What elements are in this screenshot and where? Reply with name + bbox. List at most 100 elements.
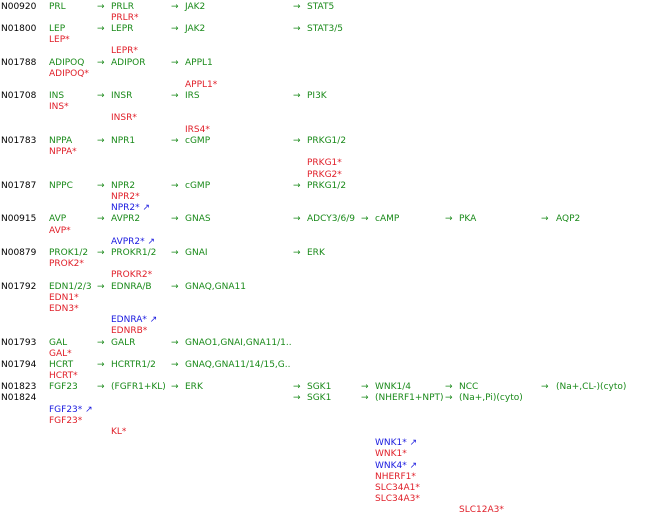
gene-note: AVP* xyxy=(49,226,71,236)
arrow-icon: → xyxy=(293,136,301,146)
arrow-icon: → xyxy=(97,181,105,191)
pathway-node: PKA xyxy=(459,214,477,224)
pathway-node: STAT5 xyxy=(307,2,335,12)
pathway-node: NPR2 xyxy=(111,181,136,191)
gene-note: LEPR* xyxy=(111,46,138,56)
pathway-node: PRL xyxy=(49,2,66,12)
gene-note: PROK2* xyxy=(49,259,84,269)
arrow-icon: → xyxy=(171,91,179,101)
arrow-icon: → xyxy=(293,91,301,101)
pathway-node: NPPA xyxy=(49,136,73,146)
arrow-icon: → xyxy=(171,214,179,224)
pathway-node: GALR xyxy=(111,338,136,348)
gene-note: WNK1* ↗ xyxy=(375,438,418,448)
pathway-node: GNAO1,GNAI,GNA11/1.. xyxy=(185,338,292,348)
arrow-icon: → xyxy=(97,91,105,101)
arrow-icon: → xyxy=(293,181,301,191)
pathway-id: N01708 xyxy=(1,91,37,101)
arrow-icon: → xyxy=(171,248,179,258)
pathway-node: EDN1/2/3 xyxy=(49,282,92,292)
pathway-node: AVP xyxy=(49,214,67,224)
arrow-icon: → xyxy=(171,338,179,348)
arrow-icon: → xyxy=(445,214,453,224)
arrow-icon: → xyxy=(293,2,301,12)
pathway-node: GNAS xyxy=(185,214,211,224)
gene-note: FGF23* ↗ xyxy=(49,405,93,415)
gene-note: SLC34A1* xyxy=(375,483,420,493)
pathway-node: (Na+,Pi)(cyto) xyxy=(459,393,523,403)
gene-note: KL* xyxy=(111,427,127,437)
arrow-icon: → xyxy=(361,214,369,224)
gene-note: EDN1* xyxy=(49,293,79,303)
arrow-icon: → xyxy=(171,58,179,68)
gene-note: EDNRB* xyxy=(111,326,148,336)
gene-note: SLC12A3* xyxy=(459,505,504,515)
pathway-id: N01824 xyxy=(1,393,37,403)
arrow-icon: → xyxy=(97,136,105,146)
pathway-node: HCRTR1/2 xyxy=(111,360,156,370)
arrow-icon: → xyxy=(171,282,179,292)
pathway-node: PRKG1/2 xyxy=(307,136,347,146)
gene-note: PRKG2* xyxy=(307,170,342,180)
pathway-node: ERK xyxy=(307,248,325,258)
pathway-id: N00879 xyxy=(1,248,37,258)
gene-note: FGF23* xyxy=(49,416,83,426)
pathway-id: N01823 xyxy=(1,382,37,392)
arrow-icon: → xyxy=(97,58,105,68)
arrow-icon: → xyxy=(171,136,179,146)
pathway-node: AVPR2 xyxy=(111,214,141,224)
arrow-icon: → xyxy=(293,214,301,224)
gene-note: SLC34A3* xyxy=(375,494,420,504)
gene-note: APPL1* xyxy=(185,80,218,90)
pathway-node: FGF23 xyxy=(49,382,78,392)
gene-note: PRKG1* xyxy=(307,158,342,168)
pathway-node: GNAQ,GNA11 xyxy=(185,282,246,292)
pathway-id: N01793 xyxy=(1,338,37,348)
arrow-icon: → xyxy=(361,382,369,392)
arrow-icon: → xyxy=(445,382,453,392)
pathway-node: SGK1 xyxy=(307,393,332,403)
pathway-id: N01794 xyxy=(1,360,37,370)
pathway-id: N01783 xyxy=(1,136,37,146)
gene-note: ADIPOQ* xyxy=(49,69,89,79)
gene-note: EDNRA* ↗ xyxy=(111,315,158,325)
pathway-node: STAT3/5 xyxy=(307,24,343,34)
pathway-id: N00920 xyxy=(1,2,37,12)
gene-note: WNK1* xyxy=(375,449,407,459)
pathway-node: WNK1/4 xyxy=(375,382,412,392)
gene-note: IRS4* xyxy=(185,125,210,135)
arrow-icon: → xyxy=(171,360,179,370)
pathway-id: N00915 xyxy=(1,214,37,224)
pathway-node: APPL1 xyxy=(185,58,213,68)
pathway-node: IRS xyxy=(185,91,200,101)
pathway-node: LEP xyxy=(49,24,66,34)
pathway-node: (Na+,CL-)(cyto) xyxy=(556,382,627,392)
pathway-node: GAL xyxy=(49,338,68,348)
arrow-icon: → xyxy=(541,382,549,392)
pathway-node: SGK1 xyxy=(307,382,332,392)
gene-note: NPPA* xyxy=(49,147,77,157)
pathway-node: NCC xyxy=(459,382,479,392)
pathway-node: PRKG1/2 xyxy=(307,181,347,191)
pathway-node: ADCY3/6/9 xyxy=(307,214,355,224)
gene-note: PROKR2* xyxy=(111,270,153,280)
gene-note: INS* xyxy=(49,102,69,112)
arrow-icon: → xyxy=(97,24,105,34)
pathway-node: JAK2 xyxy=(185,24,206,34)
pathway-node: ADIPOQ xyxy=(49,58,85,68)
pathway-node: (FGFR1+KL) xyxy=(111,382,166,392)
pathway-node: PRLR xyxy=(111,2,134,12)
pathway-node: NPR1 xyxy=(111,136,136,146)
arrow-icon: → xyxy=(97,248,105,258)
pathway-node: PROK1/2 xyxy=(49,248,89,258)
arrow-icon: → xyxy=(293,248,301,258)
pathway-node: JAK2 xyxy=(185,2,206,12)
gene-note: PRLR* xyxy=(111,13,139,23)
gene-note: HCRT* xyxy=(49,371,78,381)
pathway-node: HCRT xyxy=(49,360,74,370)
arrow-icon: → xyxy=(97,338,105,348)
pathway-node: NPPC xyxy=(49,181,73,191)
gene-note: NHERF1* xyxy=(375,472,416,482)
pathway-node: INSR xyxy=(111,91,133,101)
